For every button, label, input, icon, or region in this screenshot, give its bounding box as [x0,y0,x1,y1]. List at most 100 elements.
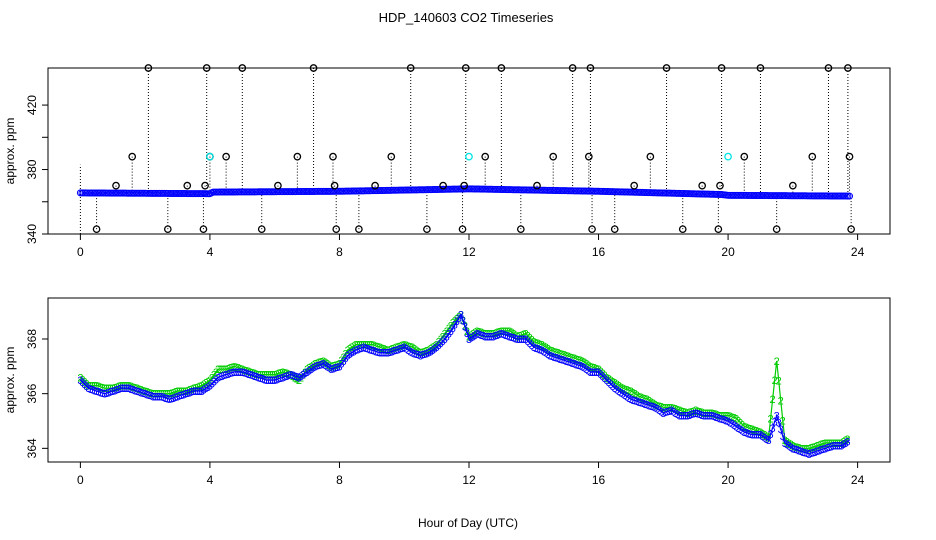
series-marker-blue: 3 [802,447,808,459]
series-marker-blue: 3 [470,331,476,343]
series-marker-green: 2 [539,339,545,351]
top-x-tick-label: 0 [77,245,84,259]
series-marker-green: 2 [531,337,537,349]
outlier-point [274,181,282,190]
series-marker-green: 2 [122,380,128,392]
series-marker-blue: 3 [537,344,543,356]
series-marker-blue: 3 [780,431,786,443]
series-marker-blue: 3 [727,417,733,429]
series-marker-blue: 3 [826,442,832,454]
series-marker-green: 2 [201,379,207,391]
outlier-point [163,225,172,234]
series-marker-blue: 3 [719,414,725,426]
series-marker-green: 2 [725,411,731,423]
series-marker-green: 2 [587,361,593,373]
series-marker-green: 2 [397,341,403,353]
series-marker-blue: 3 [806,449,812,461]
series-marker-green: 2 [515,331,521,343]
series-marker-green: 2 [223,364,229,376]
series-marker-green: 2 [77,372,83,384]
series-marker-green: 2 [652,400,658,412]
series-marker-blue: 3 [553,352,559,364]
series-marker-blue: 3 [324,361,330,373]
series-marker-blue: 3 [687,410,693,422]
series-marker-blue: 3 [332,363,338,375]
series-marker-green: 2 [786,438,792,450]
series-marker-green: 2 [535,338,541,350]
series-marker-green: 2 [310,360,316,372]
series-marker-green: 2 [203,378,209,390]
series-marker-green: 2 [338,355,344,367]
series-marker-green: 2 [697,406,703,418]
series-marker-green: 2 [282,367,288,379]
series-marker-green: 2 [415,346,421,358]
series-marker-green: 2 [209,372,215,384]
series-marker-green: 2 [89,380,95,392]
bottom-series-layer: 2222222222222222222222222222222222222222… [77,309,850,460]
series-marker-blue: 3 [102,389,108,401]
series-marker-green: 2 [502,326,508,338]
series-marker-blue: 3 [112,385,118,397]
top-y-axis-label: approx. ppm [3,118,17,185]
series-marker-green: 2 [221,364,227,376]
series-marker-green: 2 [407,342,413,354]
top-y-tick-label: 380 [25,159,39,179]
series-marker-blue: 3 [751,430,757,442]
series-marker-green: 2 [628,386,634,398]
series-marker-green: 2 [796,443,802,455]
series-marker-blue: 3 [658,406,664,418]
series-marker-green: 2 [150,389,156,401]
series-marker-blue: 3 [219,371,225,383]
series-marker-green: 2 [490,329,496,341]
series-marker-blue: 3 [326,363,332,375]
series-marker-green: 2 [314,358,320,370]
outlier-point [329,152,337,161]
series-marker-blue: 3 [227,368,233,380]
series-marker-blue: 3 [466,334,472,346]
series-marker-blue: 3 [314,361,320,373]
series-marker-blue: 3 [300,370,306,382]
series-marker-blue: 3 [768,429,774,441]
outlier-point [371,181,379,190]
series-marker-green: 2 [529,335,535,347]
series-marker-blue: 3 [468,333,474,345]
series-marker-blue: 3 [308,364,314,376]
series-marker-green: 2 [330,361,336,373]
series-marker-green: 2 [693,405,699,417]
outlier-point [717,64,726,72]
series-marker-green: 2 [784,437,790,449]
bottom-x-tick-label: 20 [721,473,735,487]
series-marker-blue: 3 [533,343,539,355]
series-marker-green: 2 [253,369,259,381]
series-marker-blue: 3 [195,386,201,398]
series-marker-blue: 3 [816,445,822,457]
series-marker-green: 2 [229,362,235,374]
series-marker-green: 2 [170,387,176,399]
series-marker-green: 2 [731,413,737,425]
series-marker-blue: 3 [648,401,654,413]
series-marker-blue: 3 [110,386,116,398]
series-marker-blue: 3 [351,346,357,358]
outlier-point [128,152,137,161]
top-x-tick-label: 20 [721,245,735,259]
series-marker-green: 2 [523,329,529,341]
series-marker-green: 2 [472,327,478,339]
bottom-x-tick-label: 24 [851,473,865,487]
series-marker-green: 2 [189,384,195,396]
series-marker-green: 2 [168,388,174,400]
series-marker-blue: 3 [211,376,217,388]
series-marker-green: 2 [774,356,780,368]
series-marker-blue: 3 [134,386,140,398]
outlier-point [533,181,541,190]
series-marker-blue: 3 [85,383,91,395]
series-marker-blue: 3 [77,375,83,387]
series-marker-blue: 3 [543,348,549,360]
series-marker-blue: 3 [622,390,628,402]
series-marker-blue: 3 [818,445,824,457]
series-marker-green: 2 [373,341,379,353]
series-marker-blue: 3 [294,372,300,384]
series-marker-blue: 3 [600,371,606,383]
series-marker-green: 2 [413,345,419,357]
series-marker-blue: 3 [464,328,470,340]
series-marker-green: 2 [543,342,549,354]
